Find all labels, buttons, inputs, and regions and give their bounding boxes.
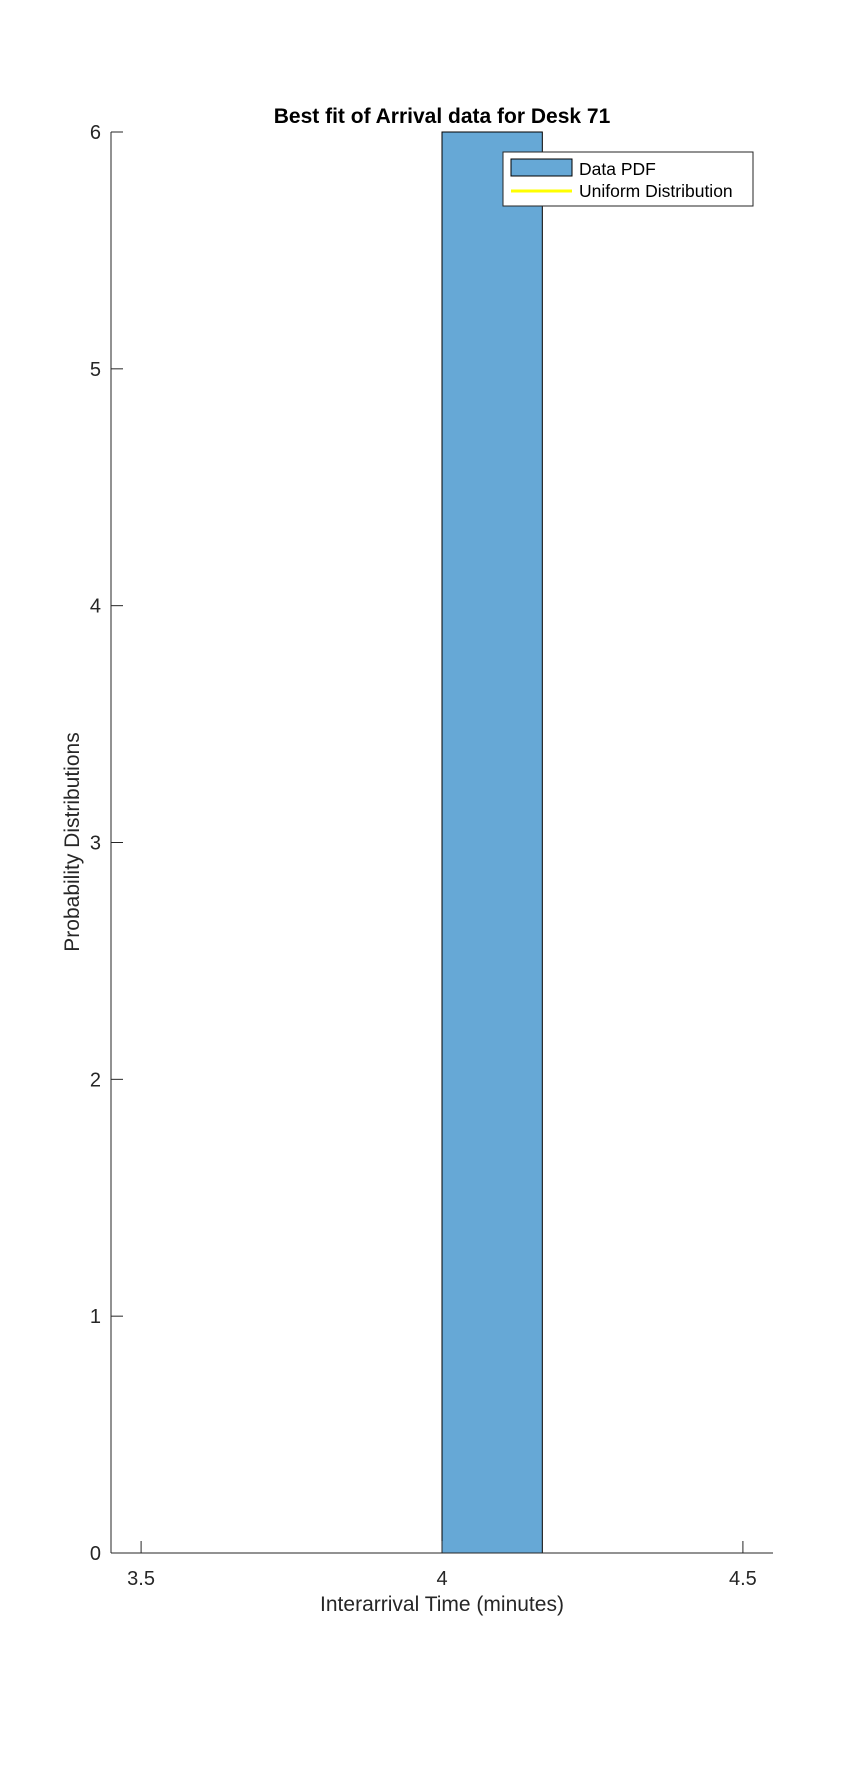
y-tick-label: 1 (90, 1306, 101, 1328)
y-tick-label: 3 (90, 833, 101, 855)
legend-label-data-pdf: Data PDF (579, 159, 656, 179)
x-tick-label: 4.5 (729, 1568, 757, 1590)
legend-swatch-data-pdf (510, 158, 573, 177)
histogram-bar (441, 131, 543, 1554)
y-tick-label: 5 (90, 359, 101, 381)
y-axis-label: Probability Distributions (61, 732, 84, 951)
plot-area: 3.5 4 4.5 0 1 2 3 4 5 6 (90, 122, 773, 1590)
legend-label-uniform-distribution: Uniform Distribution (579, 181, 733, 201)
x-axis-ticks: 3.5 4 4.5 (127, 1541, 757, 1590)
y-tick-label: 0 (90, 1543, 101, 1565)
y-tick-label: 4 (90, 596, 101, 618)
y-tick-label: 6 (90, 122, 101, 144)
bar-group (441, 131, 543, 1554)
y-axis-ticks: 0 1 2 3 4 5 6 (90, 122, 123, 1565)
x-axis-label: Interarrival Time (minutes) (320, 1593, 564, 1616)
x-tick-label: 3.5 (127, 1568, 155, 1590)
chart-title: Best fit of Arrival data for Desk 71 (274, 105, 611, 128)
legend: Data PDF Uniform Distribution (502, 151, 754, 207)
x-tick-label: 4 (436, 1568, 447, 1590)
y-tick-label: 2 (90, 1069, 101, 1091)
